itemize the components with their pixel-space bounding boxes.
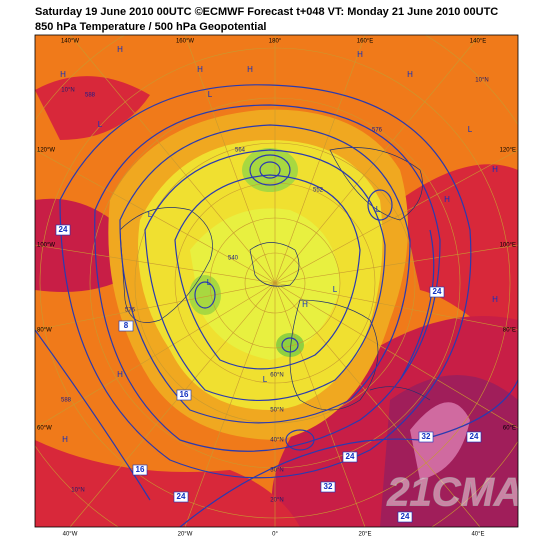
- temperature-label: 24: [470, 432, 479, 441]
- latitude-label: 10°N: [475, 78, 488, 84]
- warm-area: [35, 76, 150, 140]
- watermark: 21CMA: [386, 471, 523, 515]
- temperature-label: 24: [433, 287, 442, 296]
- pressure-center: L: [207, 278, 212, 287]
- temperature-label: 24: [346, 452, 355, 461]
- map-labels: 10°N 10°N 30°N 40°N 50°N 60°N 20°N 10°N 24 24 16 24…: [55, 45, 498, 523]
- cold-area: [189, 275, 221, 315]
- temperature-label: 24: [401, 512, 410, 521]
- coastlines: [119, 147, 431, 411]
- cool-area: [190, 208, 340, 360]
- pressure-center: L: [468, 125, 473, 134]
- temperature-label: 32: [422, 432, 431, 441]
- longitude-label: 40°E: [471, 532, 484, 538]
- geopotential-label: 576: [372, 128, 383, 134]
- longitude-label: 60°E: [503, 426, 516, 432]
- map-frame: [34, 34, 519, 528]
- longitude-label: 160°E: [357, 39, 373, 45]
- temperature-label: 32: [324, 482, 333, 491]
- warm-area: [35, 440, 300, 527]
- geopotential-label: 540: [228, 256, 239, 262]
- temperature-label: 16: [180, 390, 189, 399]
- temperature-label-box: [176, 389, 192, 401]
- pressure-center: H: [117, 370, 123, 379]
- geopotential-label: 552: [313, 188, 324, 194]
- longitude-label: 40°W: [63, 532, 78, 538]
- latitude-label: 60°N: [270, 373, 283, 379]
- pressure-center: L: [98, 120, 103, 129]
- longitude-label: 120°W: [37, 148, 55, 154]
- pressure-center: H: [407, 70, 413, 79]
- pressure-center: H: [117, 45, 123, 54]
- pressure-center: H: [492, 165, 498, 174]
- geopotential-label: 564: [235, 148, 246, 154]
- geopotential-label: 576: [125, 308, 136, 314]
- temperature-label-box: [429, 286, 445, 298]
- temperature-label-box: [466, 431, 482, 443]
- pressure-center: H: [247, 65, 253, 74]
- longitude-label: 80°E: [503, 328, 516, 334]
- latitude-label: 40°N: [270, 438, 283, 444]
- temperature-label-box: [132, 464, 148, 476]
- pressure-center: H: [197, 65, 203, 74]
- pressure-center: H: [444, 195, 450, 204]
- longitude-label: 20°E: [358, 532, 371, 538]
- hot-core: [410, 402, 470, 480]
- longitude-label: 100°W: [37, 243, 55, 249]
- temperature-label-box: [118, 320, 134, 332]
- pressure-center: L: [376, 205, 381, 214]
- longitude-label: 20°W: [178, 532, 193, 538]
- map-title: Saturday 19 June 2010 00UTC ©ECMWF Forec…: [35, 6, 498, 18]
- latitude-label: 10°N: [71, 488, 84, 494]
- pressure-center: L: [148, 210, 153, 219]
- geopotential-label: 588: [85, 93, 96, 99]
- cold-area: [276, 333, 304, 357]
- longitude-label: 120°E: [500, 148, 516, 154]
- temperature-label-box: [173, 491, 189, 503]
- longitude-label: 0°: [272, 532, 278, 538]
- temperature-label: 8: [124, 321, 129, 330]
- temperature-label-box: [418, 431, 434, 443]
- pressure-center: H: [302, 300, 308, 309]
- longitude-label: 60°W: [37, 426, 52, 432]
- pressure-center: L: [263, 375, 268, 384]
- latitude-label: 20°N: [270, 498, 283, 504]
- longitude-label: 160°W: [176, 39, 194, 45]
- map-subtitle: 850 hPa Temperature / 500 hPa Geopotenti…: [35, 21, 267, 33]
- pressure-center: H: [60, 70, 66, 79]
- longitude-label: 100°E: [500, 243, 516, 249]
- latitude-label: 10°N: [61, 88, 74, 94]
- geopotential-label: 588: [61, 398, 72, 404]
- temperature-label: 16: [136, 465, 145, 474]
- longitude-label: 140°E: [470, 39, 486, 45]
- temperature-label: 24: [177, 492, 186, 501]
- temperature-label: 24: [59, 225, 68, 234]
- temperature-label-box: [397, 511, 413, 523]
- longitude-label: 140°W: [61, 39, 79, 45]
- pressure-center: L: [333, 285, 338, 294]
- longitude-label: 80°W: [37, 328, 52, 334]
- longitude-label: 180°: [269, 39, 282, 45]
- latitude-label: 50°N: [270, 408, 283, 414]
- temperature-label-box: [55, 224, 71, 236]
- pressure-center: L: [208, 90, 213, 99]
- pressure-center: H: [492, 295, 498, 304]
- temperature-label-box: [320, 481, 336, 493]
- latitude-label: 30°N: [270, 468, 283, 474]
- pressure-center: H: [62, 435, 68, 444]
- temperature-label-box: [342, 451, 358, 463]
- pressure-center: H: [357, 50, 363, 59]
- geopotential-contours: [35, 84, 518, 527]
